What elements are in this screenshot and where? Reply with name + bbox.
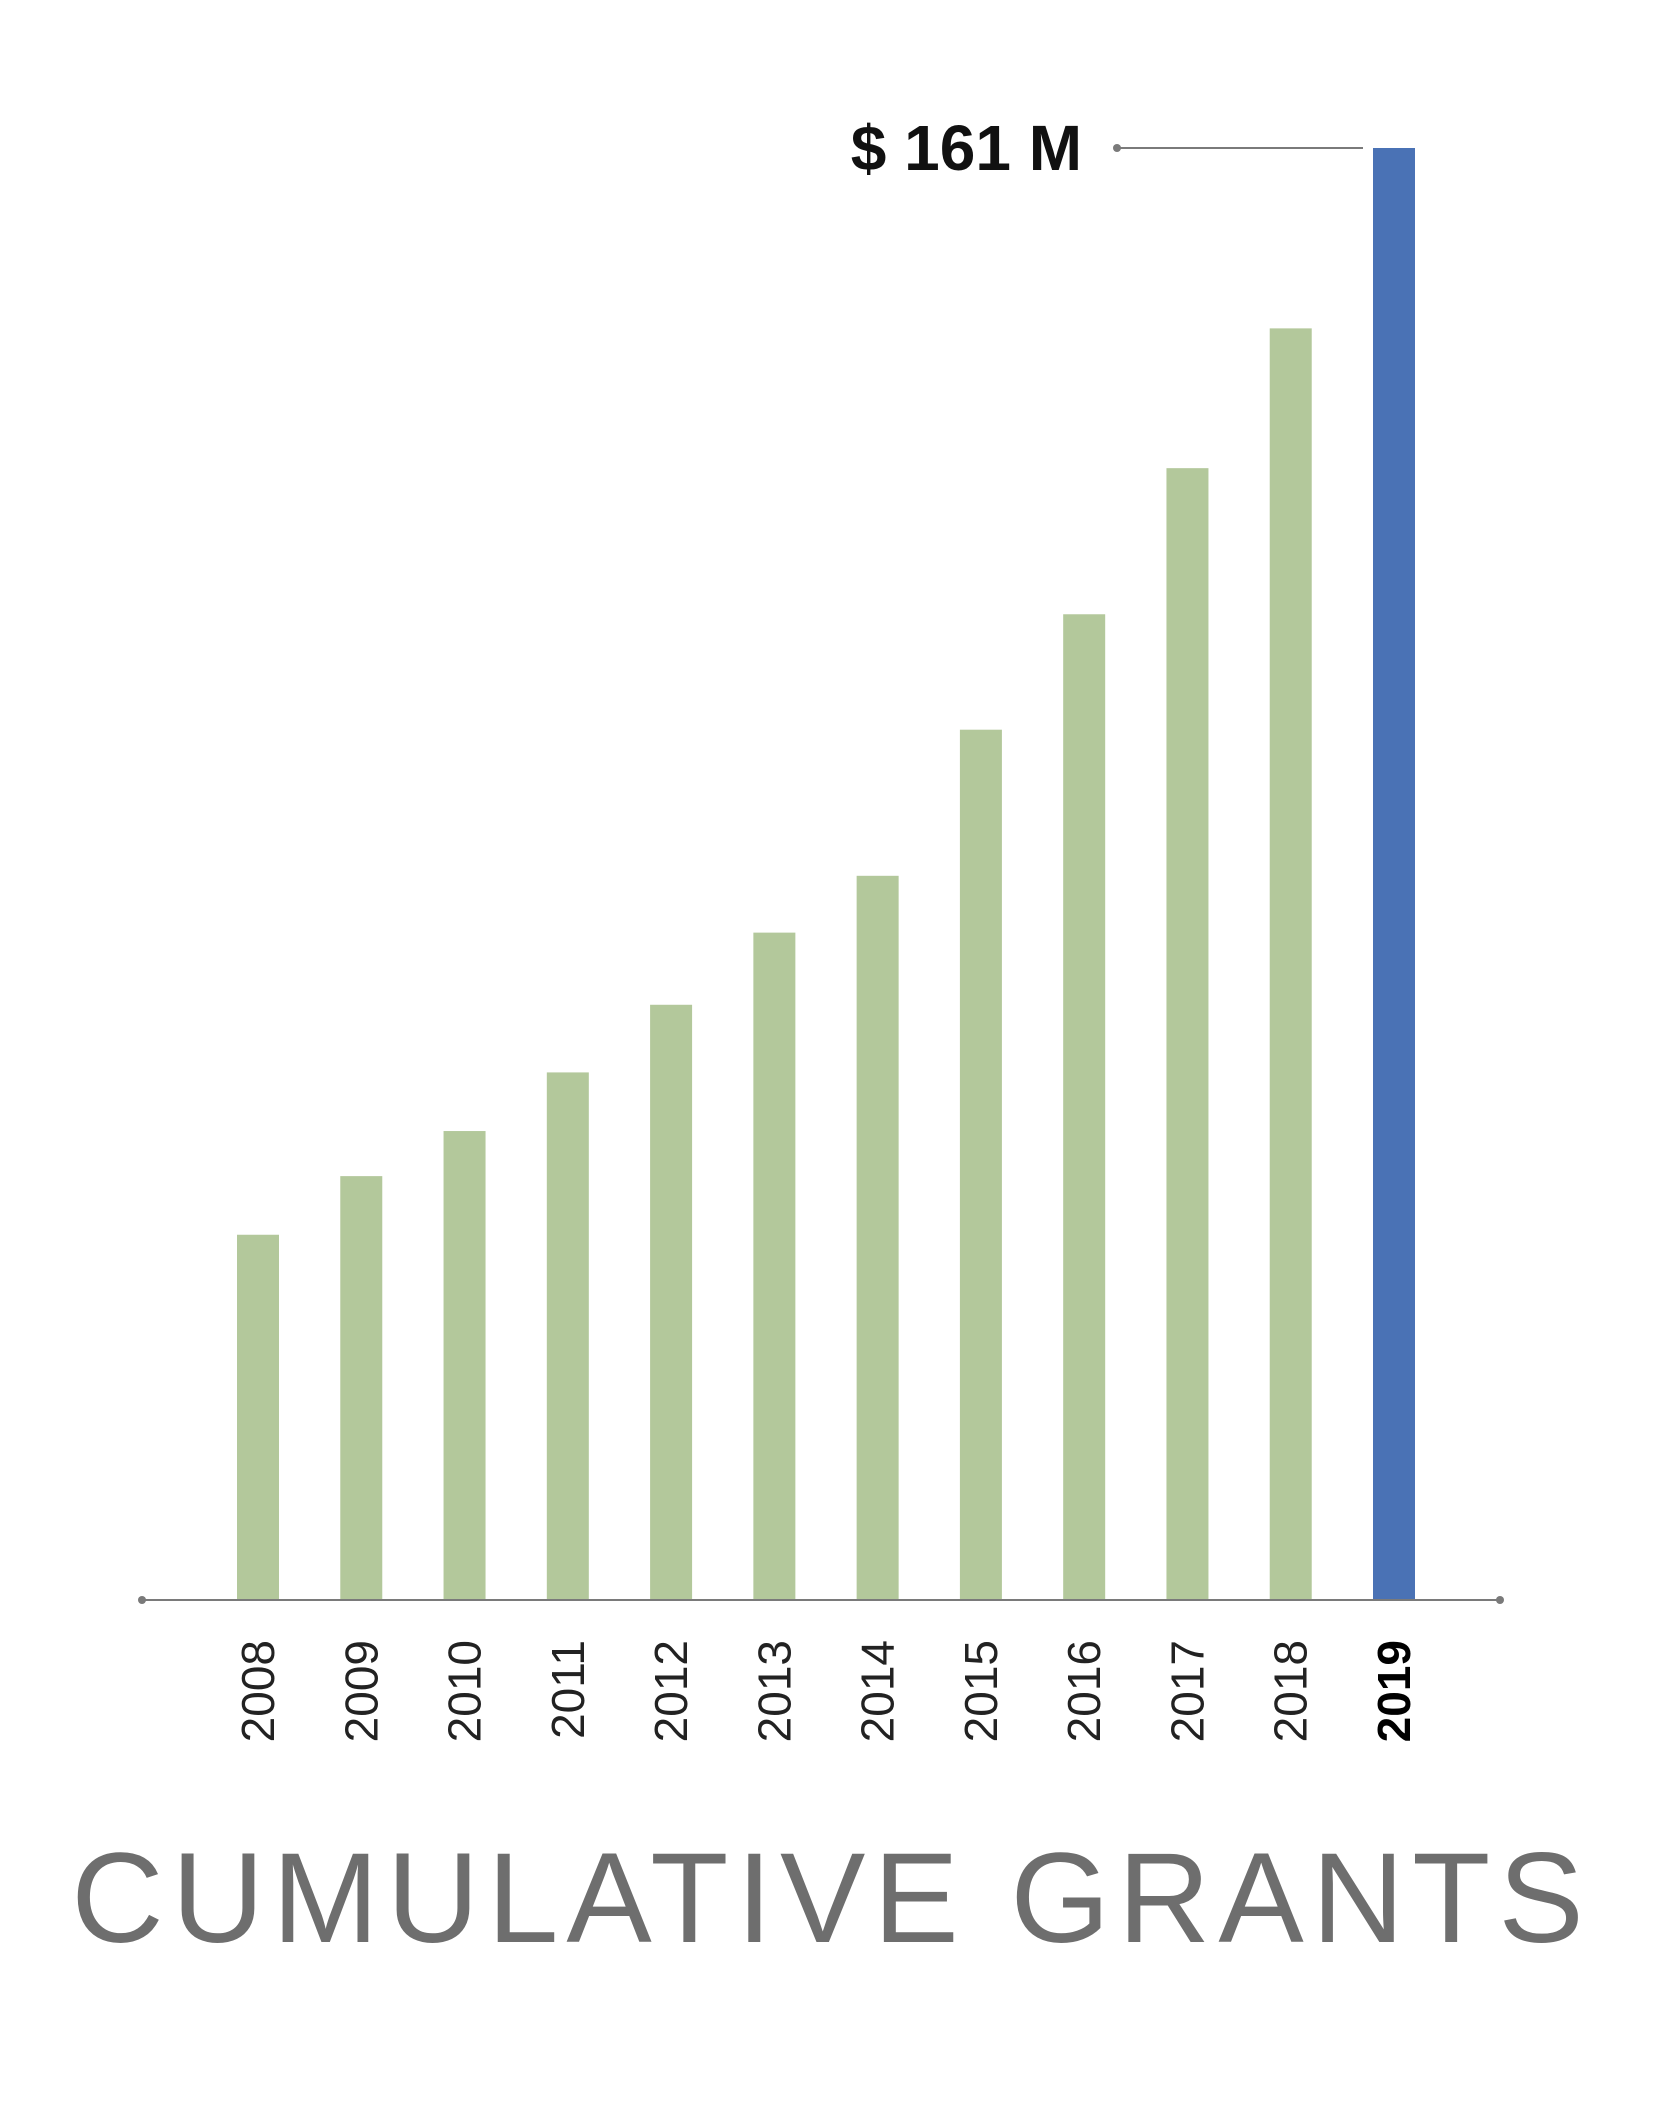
- bar-2014: [856, 875, 899, 1600]
- tick-label-2014: 2014: [852, 1640, 904, 1742]
- x-axis-start-dot: [138, 1596, 146, 1604]
- bar-2013: [753, 932, 796, 1600]
- tick-label-2013: 2013: [748, 1640, 800, 1742]
- bar-2015: [959, 729, 1002, 1600]
- bar-2016: [1063, 614, 1106, 1600]
- bar-2017: [1166, 468, 1209, 1600]
- bar-2011: [546, 1072, 589, 1600]
- tick-label-2012: 2012: [645, 1640, 697, 1742]
- tick-label-2010: 2010: [439, 1640, 491, 1742]
- tick-label-2017: 2017: [1161, 1640, 1213, 1742]
- x-axis-end-dot: [1496, 1596, 1504, 1604]
- leader-line-dot: [1113, 144, 1121, 152]
- bar-2012: [650, 1004, 693, 1600]
- tick-label-2009: 2009: [335, 1640, 387, 1742]
- tick-label-2018: 2018: [1265, 1640, 1317, 1742]
- tick-label-2019: 2019: [1368, 1640, 1420, 1742]
- tick-label-2016: 2016: [1058, 1640, 1110, 1742]
- bar-2019: [1373, 148, 1415, 1600]
- bar-2010: [443, 1131, 486, 1600]
- bar-2018: [1269, 328, 1312, 1600]
- tick-label-2011: 2011: [542, 1640, 594, 1739]
- tick-label-2008: 2008: [232, 1640, 284, 1742]
- tick-label-2015: 2015: [955, 1640, 1007, 1742]
- bar-2008: [237, 1234, 279, 1600]
- value-label-2019: $ 161 M: [851, 112, 1082, 184]
- chart-title: CUMULATIVE GRANTS: [71, 1827, 1592, 1970]
- bar-2009: [340, 1176, 383, 1600]
